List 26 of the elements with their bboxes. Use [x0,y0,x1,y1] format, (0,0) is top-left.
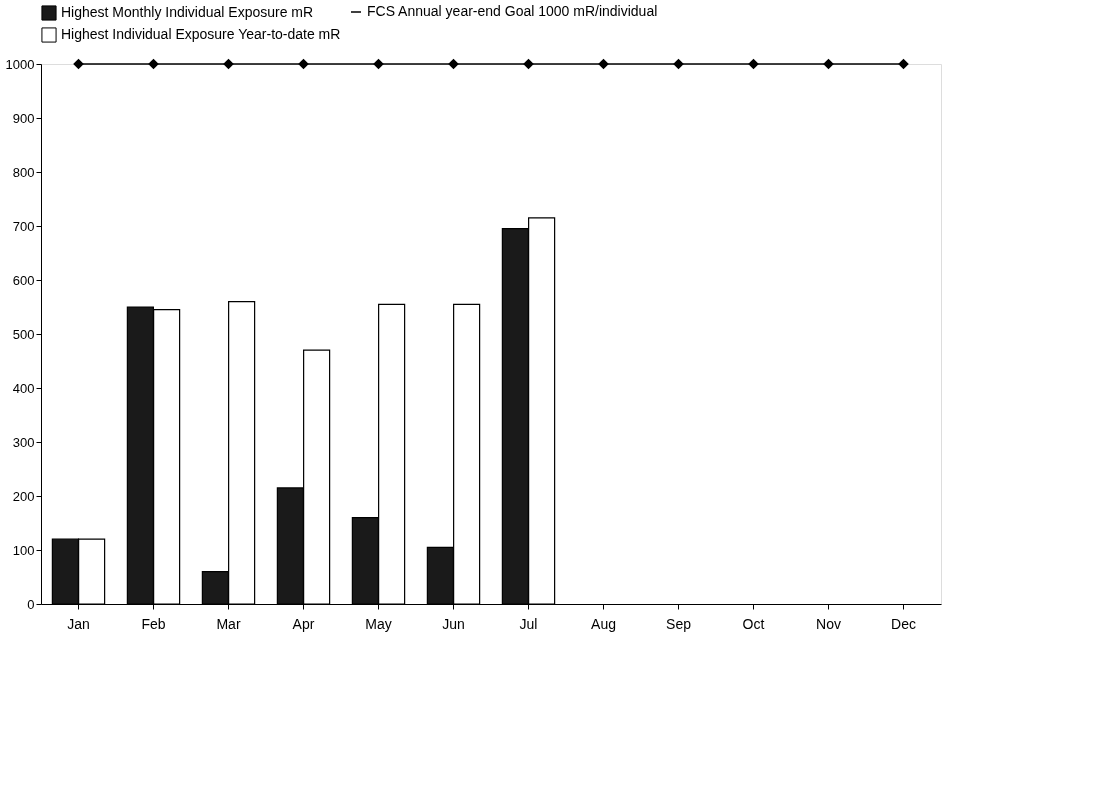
x-tick-label: Jun [442,615,465,632]
legend-label: FCS Annual year-end Goal 1000 mR/individual [367,3,658,19]
y-tick-label: 200 [12,488,35,504]
x-tick-label: Mar [216,615,241,632]
x-tick-label: Apr [292,615,315,632]
y-tick-label: 1000 [5,56,35,72]
y-tick-label: 600 [12,272,35,288]
y-tick-label: 500 [12,326,35,342]
x-tick-label: May [365,615,392,632]
y-tick-label: 400 [12,380,35,396]
x-tick-label: Jan [67,615,90,632]
x-tick-label: Sep [666,615,692,632]
legend-label: Highest Individual Exposure Year-to-date mR [61,26,341,42]
x-tick-label: Oct [742,615,765,632]
legend-label: Highest Monthly Individual Exposure mR [61,4,314,20]
x-tick-label: Dec [891,615,916,632]
y-tick-label: 900 [12,110,35,126]
x-tick-label: Nov [816,615,841,632]
y-tick-label: 0 [27,596,35,612]
y-tick-label: 800 [12,164,35,180]
y-tick-label: 100 [12,542,35,558]
x-tick-label: Aug [591,615,616,632]
y-tick-label: 700 [12,218,35,234]
y-tick-label: 300 [12,434,35,450]
x-tick-label: Jul [519,615,538,632]
x-tick-label: Feb [141,615,166,632]
